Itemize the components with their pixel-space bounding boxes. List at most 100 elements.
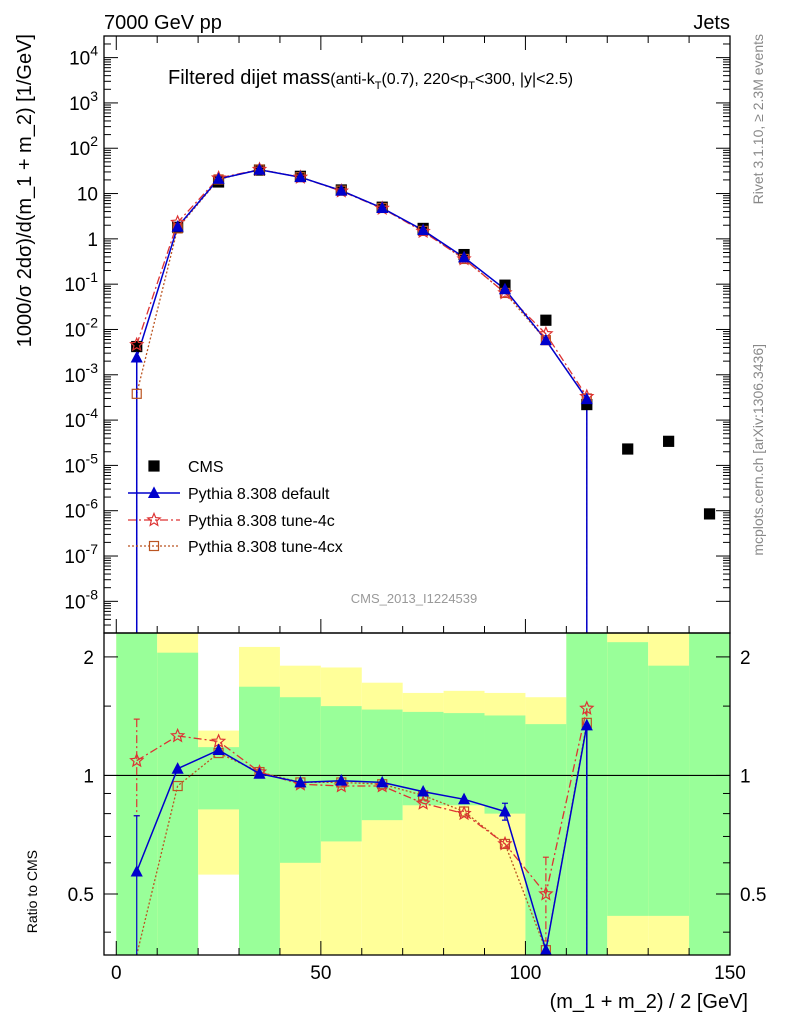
default-marker <box>539 943 552 956</box>
default-marker <box>335 774 348 786</box>
tune4c-marker <box>129 336 145 352</box>
green-band-bin <box>525 724 567 955</box>
ratio-uncertainty-bands <box>116 633 730 955</box>
default-marker <box>498 282 512 295</box>
tune4cx-marker <box>131 388 142 399</box>
green-band-bin <box>607 642 649 916</box>
cms-marker <box>703 508 716 520</box>
energy-label: 7000 GeV pp <box>104 12 222 34</box>
ratio-y-tick-label-right: 0.5 <box>740 885 766 906</box>
ratio-y-axis-title: Ratio to CMS <box>24 850 40 933</box>
title-sub-p: T <box>468 80 475 92</box>
tune4c-marker <box>456 805 472 821</box>
tune4c-marker <box>415 795 431 810</box>
main-y-tick-label: 1 <box>87 230 98 251</box>
legend-series-label: Pythia 8.308 tune-4c <box>188 513 335 530</box>
green-band-bin <box>689 633 730 955</box>
legend-cms-marker <box>148 460 160 472</box>
legend-series-label: Pythia 8.308 tune-4cx <box>188 539 343 556</box>
plot-title: Filtered dijet mass(anti-kT(0.7), 220<pT… <box>168 67 573 92</box>
main-y-tick-label: 104 <box>69 43 98 70</box>
default-marker <box>294 775 307 788</box>
title-sub: (anti-k <box>330 71 375 88</box>
x-tick-label: 50 <box>310 963 331 984</box>
default-marker <box>458 792 471 805</box>
main-y-tick-label: 10-6 <box>64 496 98 523</box>
tune4c-marker <box>497 835 513 851</box>
default-marker <box>130 864 143 877</box>
main-y-axis-title: 1000/σ 2dσ)/d(m_1 + m_2) [1/GeV] <box>14 34 36 347</box>
default-marker <box>580 392 593 405</box>
tune4c-marker <box>146 511 162 527</box>
title-sub-k: T <box>375 80 382 92</box>
tune4c-marker <box>497 284 513 300</box>
default-marker <box>580 718 593 731</box>
x-tick-label: 0 <box>111 963 122 984</box>
default-marker <box>147 486 161 498</box>
main-series-line <box>136 168 588 397</box>
green-band-bin <box>361 709 403 821</box>
default-marker <box>376 775 389 788</box>
ratio-panel-series <box>129 700 595 956</box>
main-y-tick-label: 10-8 <box>64 586 98 613</box>
green-band-bin <box>484 715 526 814</box>
default-marker <box>253 163 266 175</box>
default-marker <box>294 170 307 183</box>
cms-marker <box>663 435 675 447</box>
green-band-bin <box>320 706 362 842</box>
tune4cx-marker <box>172 780 183 792</box>
default-marker <box>335 184 348 196</box>
green-band-bin <box>443 713 485 806</box>
default-marker <box>417 223 430 236</box>
ratio-series-line <box>136 725 588 951</box>
mcplots-side-label: mcplots.cern.ch [arXiv:1306.3436] <box>750 344 766 556</box>
main-series-line <box>136 168 588 399</box>
ratio-y-tick-label-right: 1 <box>740 766 751 787</box>
legend-series-label: Pythia 8.308 default <box>188 486 330 503</box>
main-y-tick-label: 102 <box>69 133 98 160</box>
tune4c-marker <box>538 885 554 901</box>
rivet-side-label: Rivet 3.1.10, ≥ 2.3M events <box>750 34 766 204</box>
title-sub-end: <300, |y|<2.5) <box>475 71 573 88</box>
default-marker <box>376 201 389 213</box>
analysis-watermark: CMS_2013_I1224539 <box>351 591 478 606</box>
x-tick-label: 150 <box>714 963 746 984</box>
main-y-tick-label: 10-3 <box>64 360 98 387</box>
main-panel-series <box>129 161 716 633</box>
tune4c-marker <box>169 727 186 743</box>
tune4c-marker <box>129 752 145 768</box>
x-tick-label: 100 <box>510 963 542 984</box>
main-series-line <box>135 169 588 400</box>
default-marker <box>539 333 552 346</box>
x-axis-title: (m_1 + m_2) / 2 [GeV] <box>550 991 748 1013</box>
default-marker <box>171 762 184 774</box>
ratio-y-tick-label-right: 2 <box>740 648 751 669</box>
main-y-tick-label: 10-4 <box>64 405 98 432</box>
default-marker <box>458 250 471 263</box>
main-y-tick-label: 10-7 <box>64 541 98 568</box>
green-band-bin <box>648 665 690 916</box>
cms-marker <box>622 443 634 455</box>
ratio-y-tick-label: 1 <box>83 766 94 787</box>
tune4c-marker <box>579 700 595 715</box>
legend-cms-label: CMS <box>188 459 224 476</box>
ratio-series-line <box>136 708 588 896</box>
tune4cx-marker <box>148 540 160 552</box>
default-marker <box>253 767 266 779</box>
main-y-tick-label: 10-5 <box>64 450 98 477</box>
main-y-tick-label: 10-2 <box>64 314 98 341</box>
default-marker <box>212 743 225 756</box>
legend: CMS Pythia 8.308 default Pythia 8.308 tune… <box>128 459 343 556</box>
axes: 10-810-710-610-510-410-310-210-111010210… <box>64 35 766 984</box>
title-main: Filtered dijet mass <box>168 67 330 89</box>
default-marker <box>417 784 430 797</box>
default-marker <box>498 804 512 817</box>
ratio-panel-frame <box>103 632 731 956</box>
default-marker <box>130 350 143 363</box>
main-y-tick-label: 103 <box>69 88 98 115</box>
ratio-y-tick-label: 2 <box>83 648 94 669</box>
main-y-tick-label: 10 <box>77 185 98 206</box>
process-label: Jets <box>693 12 730 34</box>
ratio-y-tick-label: 0.5 <box>68 885 94 906</box>
